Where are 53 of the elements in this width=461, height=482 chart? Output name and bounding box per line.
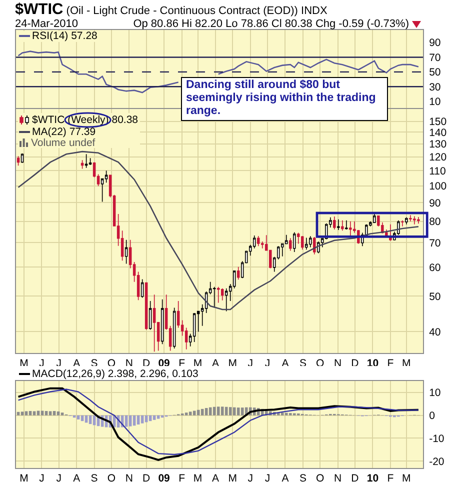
x-tick-label: 10 <box>366 472 379 482</box>
x-tick-label: F <box>387 472 394 482</box>
x-tick-label: F <box>178 472 185 482</box>
y-tick-label: 150 <box>429 116 447 128</box>
text: Op 80.86 Hi 82.20 Lo 78.86 Cl 80.38 Chg -0.59 (-0.73%) <box>133 18 409 30</box>
x-tick-label: M <box>228 472 238 482</box>
chart-subtitle: 24-Mar-2010 <box>15 18 78 30</box>
y-tick-label: 10 <box>429 387 441 400</box>
y-tick-label: 120 <box>429 151 447 164</box>
y-tick-label: 110 <box>429 165 446 178</box>
x-tick-label: A <box>212 472 220 482</box>
legend-label: MA(22) 77.39 <box>32 126 96 138</box>
annotation: Dancing still around $80 but seemingly rising within the trading range. <box>181 77 388 121</box>
x-tick-label: M <box>402 472 411 482</box>
y-tick-label: 10 <box>429 96 441 108</box>
y-tick-label: 90 <box>429 37 441 50</box>
x-tick-label: J <box>264 472 270 482</box>
x-tick-label: 09 <box>158 472 170 482</box>
y-tick-label: 130 <box>429 138 447 151</box>
x-tick-label: D <box>142 472 151 482</box>
y-tick-label: 50 <box>429 290 441 303</box>
x-tick-label: J <box>248 472 253 482</box>
legend-label: $WTIC (Weekly) 80.38 <box>32 114 138 126</box>
y-tick-label: 60 <box>429 262 441 274</box>
x-tick-label: S <box>299 472 306 482</box>
x-tick-label: M <box>193 472 202 482</box>
y-tick-label: 140 <box>429 126 447 139</box>
x-tick-label: J <box>56 472 62 482</box>
y-tick-label: 70 <box>429 52 441 64</box>
y-tick-label: 0 <box>429 410 436 422</box>
y-tick-label: -10 <box>429 432 444 445</box>
y-tick-label: 30 <box>429 81 441 94</box>
x-tick-label: N <box>125 472 133 482</box>
x-tick-label: S <box>90 472 98 482</box>
x-tick-label: O <box>316 472 324 482</box>
chart-title: $WTIC (Oil - Light Crude - Continuous Contract (EOD)) INDX <box>15 1 328 18</box>
y-tick-label: 90 <box>429 197 441 210</box>
annotation: Volume undef <box>31 136 96 148</box>
legend-label: RSI(14) 57.28 <box>32 30 98 42</box>
x-tick-label: N <box>334 472 342 482</box>
x-tick-label: A <box>73 472 80 482</box>
y-tick-label: 50 <box>429 66 441 79</box>
x-tick-label: D <box>351 472 360 482</box>
x-tick-label: M <box>20 472 28 482</box>
legend-label: MACD(12,26,9) 2.398, 2.296, 0.103 <box>32 368 198 380</box>
x-tick-label: J <box>39 472 44 482</box>
x-tick-label: A <box>282 472 289 482</box>
y-tick-label: 40 <box>429 326 441 338</box>
y-tick-label: 70 <box>429 237 441 250</box>
y-tick-label: -20 <box>429 456 444 468</box>
y-tick-label: 80 <box>429 216 441 228</box>
x-tick-label: O <box>107 472 116 482</box>
y-tick-label: 100 <box>429 180 447 192</box>
